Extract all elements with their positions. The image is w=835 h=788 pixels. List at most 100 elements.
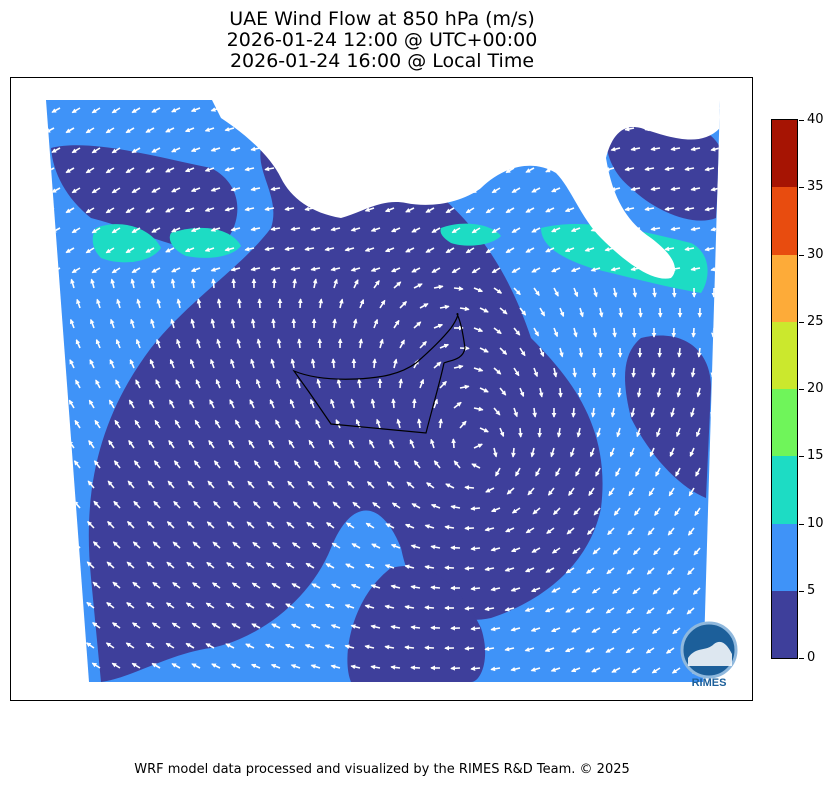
wind-vector	[390, 665, 401, 670]
wind-vector	[250, 146, 261, 152]
colorbar-tick	[799, 590, 804, 592]
wind-vector	[373, 318, 379, 329]
wind-vector	[713, 587, 720, 595]
wind-vector	[111, 147, 121, 154]
wind-vector	[511, 227, 521, 234]
wind-vector	[651, 367, 656, 378]
wind-vector	[564, 207, 575, 213]
wind-vector	[596, 427, 601, 438]
wind-vector	[245, 602, 255, 609]
wind-vector	[490, 586, 501, 592]
wind-vector	[629, 447, 635, 458]
wind-vector	[585, 647, 595, 653]
wind-vector	[364, 563, 375, 569]
wind-vector	[273, 460, 281, 469]
wind-vector	[505, 207, 515, 214]
wind-vector	[484, 566, 495, 572]
wind-vector	[471, 267, 481, 274]
wind-vector	[304, 206, 315, 212]
wind-vector	[405, 207, 415, 213]
wind-vector	[445, 167, 455, 174]
wind-vector	[593, 287, 598, 298]
wind-vector	[210, 147, 221, 152]
wind-vector	[364, 644, 375, 650]
wind-vector	[370, 624, 381, 630]
wind-vector	[215, 378, 221, 389]
wind-vector	[433, 361, 442, 369]
wind-vector	[445, 207, 455, 214]
wind-vector	[190, 107, 201, 113]
wind-vector	[368, 439, 375, 449]
wind-vector	[306, 521, 315, 529]
wind-vector	[224, 166, 235, 172]
wind-vector	[453, 364, 464, 370]
wind-vector	[650, 407, 656, 418]
wind-vector	[92, 541, 101, 549]
wind-vector	[424, 605, 435, 611]
wind-vector	[715, 467, 720, 477]
wind-vector	[131, 267, 141, 274]
colorbar	[771, 119, 798, 659]
wind-vector	[128, 439, 135, 449]
wind-vector	[171, 187, 181, 193]
wind-vector	[704, 206, 715, 212]
wind-vector	[591, 667, 601, 673]
wind-vector	[171, 227, 181, 233]
wind-vector	[610, 186, 621, 192]
wind-vector	[384, 247, 395, 253]
wind-vector	[376, 418, 381, 429]
wind-vector	[598, 347, 603, 358]
wind-vector	[650, 266, 661, 272]
wind-vector	[605, 647, 615, 654]
wind-vector	[531, 107, 541, 113]
wind-vector	[470, 546, 481, 551]
rimes-logo: RIMES	[678, 618, 740, 690]
wind-vector	[324, 126, 335, 132]
wind-vector	[430, 585, 441, 590]
wind-vector	[664, 166, 675, 172]
wind-vector	[109, 359, 115, 369]
wind-vector	[331, 542, 341, 549]
utc-time: 2026-01-24 12:00 @ UTC+00:00	[226, 29, 538, 51]
wind-vector	[358, 338, 364, 349]
wind-vector	[290, 106, 301, 112]
wind-vector	[499, 427, 505, 438]
wind-vector	[125, 247, 135, 254]
wind-vector	[398, 378, 404, 389]
wind-vector	[134, 419, 141, 429]
wind-vector	[264, 166, 275, 172]
wind-vector	[439, 304, 450, 310]
wind-vector	[459, 306, 470, 312]
wind-vector	[291, 582, 301, 589]
wind-vector	[565, 567, 575, 574]
wind-vector	[370, 398, 376, 409]
wind-vector	[270, 266, 281, 272]
wind-vector	[148, 399, 155, 409]
wind-vector	[46, 601, 55, 609]
wind-vector	[668, 487, 675, 497]
wind-vector	[330, 186, 341, 192]
wind-vector	[370, 584, 381, 589]
wind-vector	[706, 607, 715, 615]
wind-vector	[513, 367, 520, 377]
wind-vector	[572, 547, 581, 555]
wind-vector	[471, 147, 481, 154]
wind-vector	[604, 166, 615, 172]
wind-vector	[250, 358, 255, 369]
wind-vector	[499, 387, 507, 396]
wind-vector	[430, 503, 441, 509]
wind-vector	[74, 419, 81, 429]
wind-vector	[213, 501, 221, 509]
wind-vector	[131, 107, 141, 114]
wind-vector	[399, 339, 406, 349]
wind-vector	[644, 166, 655, 172]
wind-vector	[271, 623, 281, 629]
wind-vector	[287, 480, 295, 489]
wind-vector	[533, 327, 540, 337]
wind-vector	[464, 485, 475, 490]
wind-vector	[94, 419, 101, 429]
wind-vector	[304, 126, 315, 132]
wind-vector	[390, 543, 401, 549]
wind-vector	[56, 298, 61, 309]
wind-vector	[535, 467, 541, 477]
